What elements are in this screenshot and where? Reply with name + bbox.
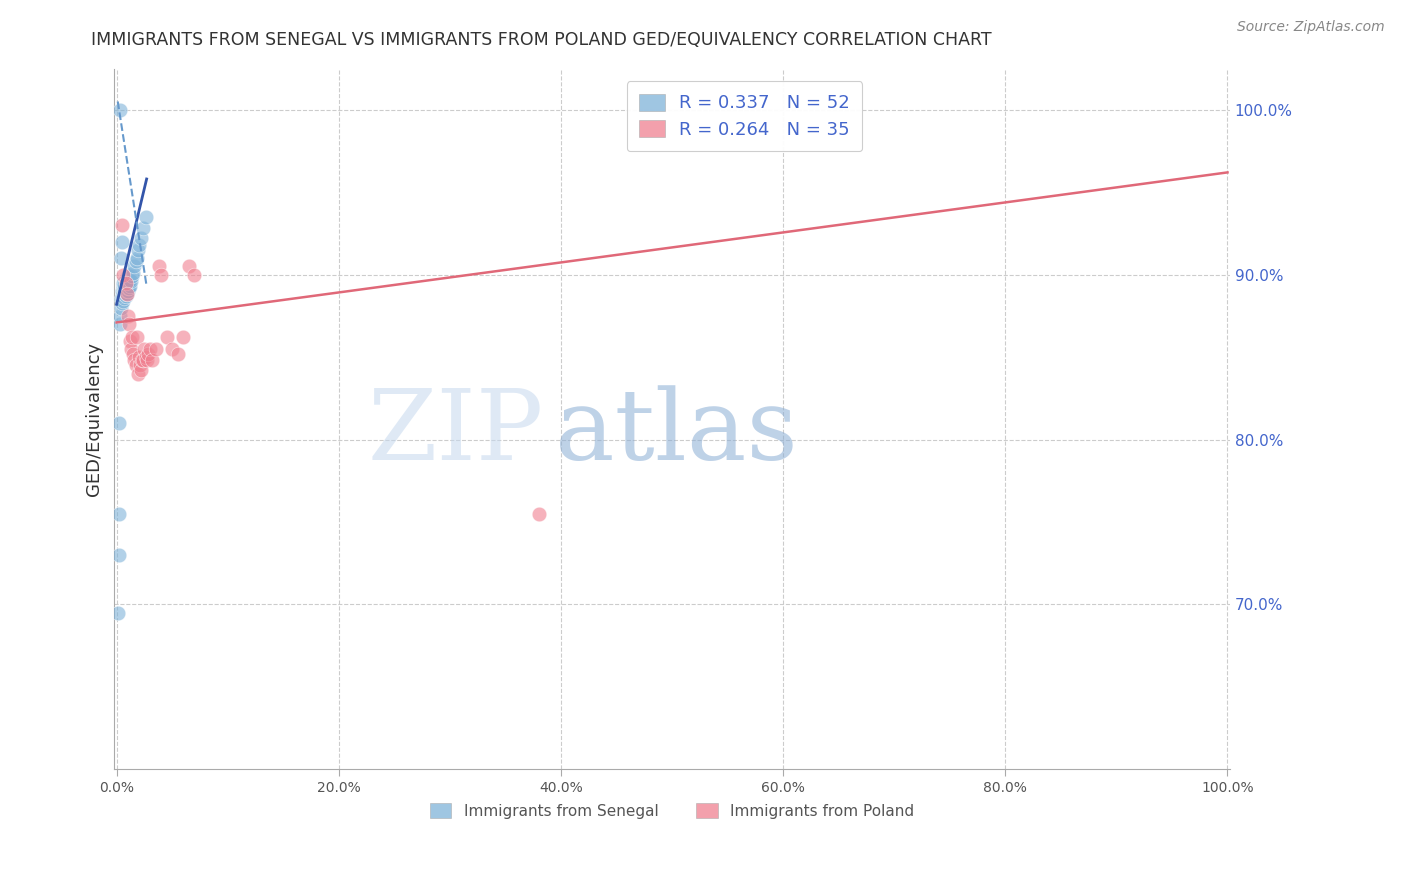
Point <box>118 274 141 288</box>
Point <box>124 353 146 368</box>
Point <box>150 268 173 282</box>
Point <box>111 235 134 249</box>
Point <box>117 284 139 298</box>
Point <box>110 301 132 315</box>
Point <box>129 231 152 245</box>
Point <box>172 330 194 344</box>
Point <box>132 221 155 235</box>
Point <box>118 279 141 293</box>
Point <box>129 359 152 373</box>
Point <box>124 254 146 268</box>
Point <box>141 353 163 368</box>
Point <box>136 347 159 361</box>
Point <box>112 284 135 298</box>
Point <box>121 330 143 344</box>
Point <box>111 295 134 310</box>
Text: ZIP: ZIP <box>367 385 544 481</box>
Point <box>134 350 156 364</box>
Point <box>177 260 200 274</box>
Point <box>166 347 188 361</box>
Point <box>110 293 132 307</box>
Point <box>125 251 148 265</box>
Point <box>114 279 136 293</box>
Point <box>115 274 138 288</box>
Point <box>139 342 162 356</box>
Point <box>132 353 155 368</box>
Point <box>108 548 131 562</box>
Point <box>122 347 145 361</box>
Point <box>108 309 131 323</box>
Point <box>134 342 156 356</box>
Y-axis label: GED/Equivalency: GED/Equivalency <box>86 342 103 496</box>
Point <box>124 359 146 373</box>
Point <box>135 353 157 368</box>
Point <box>118 334 141 348</box>
Point <box>111 289 134 303</box>
Point <box>112 293 135 308</box>
Point <box>112 283 135 297</box>
Point <box>107 606 129 620</box>
Point <box>108 507 131 521</box>
Point <box>118 272 141 286</box>
Point <box>145 342 167 356</box>
Point <box>117 276 139 290</box>
Point <box>111 284 134 298</box>
Point <box>122 266 145 280</box>
Point <box>115 287 138 301</box>
Point <box>115 284 138 298</box>
Point <box>121 269 143 284</box>
Point <box>112 291 135 305</box>
Legend: Immigrants from Senegal, Immigrants from Poland: Immigrants from Senegal, Immigrants from… <box>423 797 921 825</box>
Point <box>129 363 152 377</box>
Point <box>110 251 132 265</box>
Point <box>118 317 141 331</box>
Point <box>108 416 131 430</box>
Point <box>124 260 146 274</box>
Point <box>131 353 153 368</box>
Point <box>127 243 149 257</box>
Point <box>148 260 170 274</box>
Point <box>108 317 131 331</box>
Point <box>112 268 135 282</box>
Point <box>111 218 134 232</box>
Point <box>114 283 136 297</box>
Point <box>117 281 139 295</box>
Text: atlas: atlas <box>555 385 797 481</box>
Point <box>114 285 136 300</box>
Point <box>527 507 550 521</box>
Point <box>127 367 149 381</box>
Point <box>125 330 148 344</box>
Point <box>134 210 156 224</box>
Point <box>112 277 135 292</box>
Point <box>183 268 205 282</box>
Point <box>128 350 150 364</box>
Point <box>112 281 135 295</box>
Point <box>118 281 141 295</box>
Point <box>156 330 179 344</box>
Point <box>120 342 142 356</box>
Point <box>117 309 139 323</box>
Point <box>112 287 135 301</box>
Point <box>160 342 183 356</box>
Point <box>112 276 135 290</box>
Point <box>114 276 136 290</box>
Point <box>108 103 131 117</box>
Point <box>128 238 150 252</box>
Point <box>112 289 135 303</box>
Point <box>115 279 138 293</box>
Point <box>112 279 135 293</box>
Point <box>120 274 142 288</box>
Text: IMMIGRANTS FROM SENEGAL VS IMMIGRANTS FROM POLAND GED/EQUIVALENCY CORRELATION CH: IMMIGRANTS FROM SENEGAL VS IMMIGRANTS FR… <box>91 31 993 49</box>
Point <box>114 276 136 290</box>
Point <box>115 287 138 301</box>
Point <box>117 268 139 282</box>
Text: Source: ZipAtlas.com: Source: ZipAtlas.com <box>1237 20 1385 34</box>
Point <box>114 289 136 303</box>
